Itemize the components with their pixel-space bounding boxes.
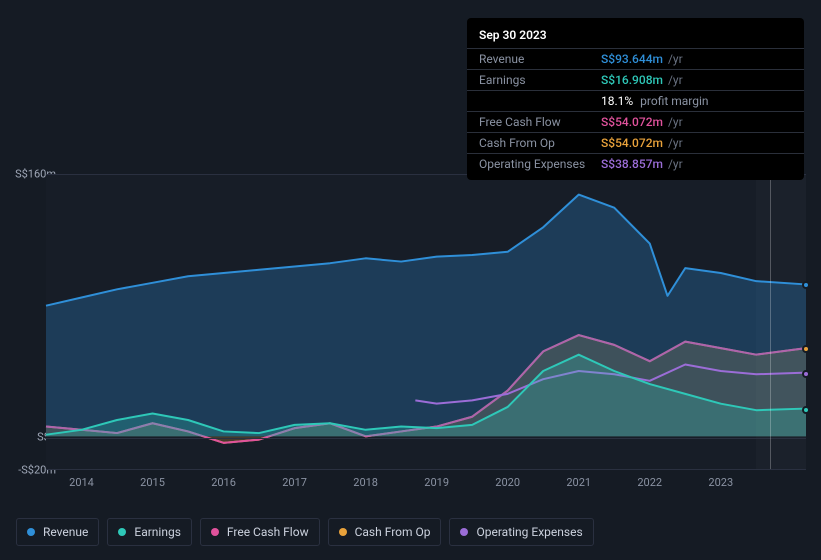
legend-swatch xyxy=(27,528,35,536)
tooltip-row-cfo: Cash From Op S$54.072m /yr xyxy=(467,132,804,153)
legend-swatch xyxy=(118,528,126,536)
tooltip-desc: profit margin xyxy=(637,94,708,108)
x-tick-label: 2017 xyxy=(282,476,307,489)
legend-item-revenue[interactable]: Revenue xyxy=(16,518,99,546)
x-tick-label: 2023 xyxy=(708,476,733,489)
tooltip-value: S$16.908m xyxy=(601,73,663,87)
x-tick-label: 2020 xyxy=(495,476,520,489)
tooltip-label: Revenue xyxy=(479,52,589,66)
x-tick-label: 2016 xyxy=(211,476,236,489)
chart-plot-area[interactable] xyxy=(46,174,806,470)
x-tick-label: 2014 xyxy=(69,476,94,489)
tooltip-unit: /yr xyxy=(665,52,683,66)
legend-label: Revenue xyxy=(43,525,88,539)
tooltip-unit: /yr xyxy=(665,157,683,171)
x-tick-label: 2021 xyxy=(566,476,591,489)
tooltip-value: S$54.072m xyxy=(601,115,663,129)
legend-label: Cash From Op xyxy=(355,525,431,539)
legend-swatch xyxy=(460,528,468,536)
x-tick-label: 2018 xyxy=(353,476,378,489)
tooltip-label: Cash From Op xyxy=(479,136,589,150)
tooltip-unit: /yr xyxy=(665,136,683,150)
tooltip-date: Sep 30 2023 xyxy=(467,24,804,48)
x-tick-label: 2015 xyxy=(140,476,165,489)
series-endpoint-earnings xyxy=(802,406,810,414)
tooltip-row-earnings: Earnings S$16.908m /yr xyxy=(467,69,804,90)
zero-gridline xyxy=(46,438,806,439)
legend-item-cfo[interactable]: Cash From Op xyxy=(328,518,442,546)
legend-swatch xyxy=(211,528,219,536)
legend-item-earnings[interactable]: Earnings xyxy=(107,518,192,546)
legend-item-opex[interactable]: Operating Expenses xyxy=(449,518,593,546)
tooltip-row-fcf: Free Cash Flow S$54.072m /yr xyxy=(467,111,804,132)
tooltip-label: Operating Expenses xyxy=(479,157,589,171)
tooltip-label xyxy=(479,94,589,108)
tooltip-value: S$38.857m xyxy=(601,157,663,171)
tooltip-row-revenue: Revenue S$93.644m /yr xyxy=(467,48,804,69)
tooltip-label: Earnings xyxy=(479,73,589,87)
tooltip-value: S$93.644m xyxy=(601,52,663,66)
legend-label: Operating Expenses xyxy=(476,525,582,539)
chart-tooltip: Sep 30 2023 RevenueS$93.644m /yrEarnings… xyxy=(467,18,804,180)
legend-label: Free Cash Flow xyxy=(227,525,309,539)
series-endpoint-opex xyxy=(802,370,810,378)
crosshair-line xyxy=(770,175,771,469)
tooltip-label: Free Cash Flow xyxy=(479,115,589,129)
x-axis: 2014 2015 2016 2017 2018 2019 2020 2021 2022 2023 xyxy=(46,476,806,496)
x-tick-label: 2022 xyxy=(637,476,662,489)
tooltip-value: S$54.072m xyxy=(601,136,663,150)
x-tick-label: 2019 xyxy=(424,476,449,489)
tooltip-unit: /yr xyxy=(665,115,683,129)
tooltip-value: 18.1% xyxy=(601,94,633,108)
series-endpoint-revenue xyxy=(802,281,810,289)
series-endpoint-cfo xyxy=(802,345,810,353)
tooltip-row-margin: 18.1% profit margin xyxy=(467,90,804,111)
chart-legend: Revenue Earnings Free Cash Flow Cash From O… xyxy=(16,518,594,546)
tooltip-unit: /yr xyxy=(665,73,683,87)
legend-swatch xyxy=(339,528,347,536)
legend-label: Earnings xyxy=(134,525,181,539)
legend-item-fcf[interactable]: Free Cash Flow xyxy=(200,518,320,546)
tooltip-row-opex: Operating Expenses S$38.857m /yr xyxy=(467,153,804,174)
